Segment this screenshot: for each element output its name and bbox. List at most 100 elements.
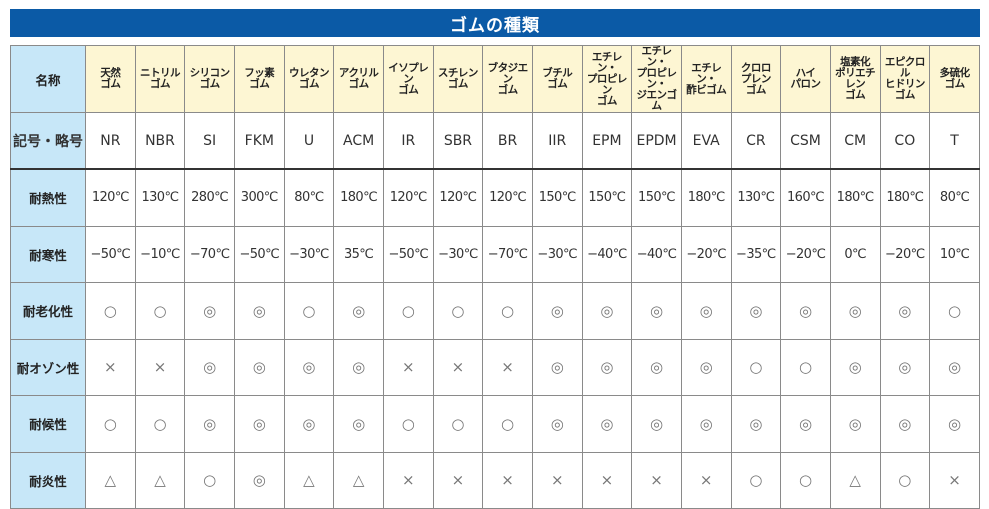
rubber-types-table: 名称 天然 ゴム ニトリル ゴム シリコン ゴム フッ素 ゴム ウレタン ゴム アクリル ゴ… xyxy=(10,45,980,509)
code-row: 記号・略号 NR NBR SI FKM U ACM IR SBR BR IIR EPM EPDM EVA C… xyxy=(10,112,980,170)
value-cell: ◎ xyxy=(879,395,931,453)
value-cell: ○ xyxy=(780,338,831,396)
value-cell: × xyxy=(432,451,484,509)
value-cell: ◎ xyxy=(333,338,384,396)
value-cell: 130℃ xyxy=(730,168,782,227)
value-cell: ○ xyxy=(482,395,533,453)
name-label: 名称 xyxy=(10,45,86,113)
value-cell: × xyxy=(680,451,732,509)
value-cell: 300℃ xyxy=(233,168,285,227)
value-cell: 180℃ xyxy=(680,168,732,227)
rubber-code-cell: NR xyxy=(85,112,136,170)
value-cell: 120℃ xyxy=(382,168,434,227)
value-cell: ◎ xyxy=(184,338,235,396)
value-cell: ◎ xyxy=(780,282,831,340)
rubber-code-cell: IR xyxy=(382,112,434,170)
value-cell: ◎ xyxy=(581,338,633,396)
value-cell: 80℃ xyxy=(929,168,980,227)
value-cell: 120℃ xyxy=(482,168,533,227)
value-cell: −70℃ xyxy=(482,225,533,283)
value-cell: ○ xyxy=(432,395,484,453)
value-cell: × xyxy=(631,451,682,509)
value-cell: ◎ xyxy=(233,451,285,509)
rubber-code-cell: BR xyxy=(482,112,533,170)
value-cell: ◎ xyxy=(333,282,384,340)
value-cell: ◎ xyxy=(730,282,782,340)
value-cell: × xyxy=(432,338,484,396)
value-cell: ◎ xyxy=(233,338,285,396)
value-cell: −20℃ xyxy=(780,225,831,283)
rubber-name-cell: クロロ プレン ゴム xyxy=(730,45,782,113)
rubber-code-cell: T xyxy=(929,112,980,170)
value-cell: ◎ xyxy=(929,395,980,453)
value-cell: 180℃ xyxy=(829,168,881,227)
row-label: 耐オゾン性 xyxy=(10,338,86,396)
value-cell: 120℃ xyxy=(432,168,484,227)
value-cell: ◎ xyxy=(531,338,583,396)
value-cell: ◎ xyxy=(531,282,583,340)
value-cell: 150℃ xyxy=(531,168,583,227)
row-label: 耐寒性 xyxy=(10,225,86,283)
rubber-name-cell: ブタジエン ゴム xyxy=(482,45,533,113)
value-cell: × xyxy=(929,451,980,509)
rubber-code-cell: EVA xyxy=(680,112,732,170)
table-row: 耐候性 ○ ○ ◎ ◎ ◎ ◎ ○ ○ ○ ◎ ◎ ◎ ◎ ◎ ◎ ◎ ◎ ◎ xyxy=(10,395,980,453)
rubber-code-cell: IIR xyxy=(531,112,583,170)
rubber-name-cell: 天然 ゴム xyxy=(85,45,136,113)
value-cell: ○ xyxy=(929,282,980,340)
value-cell: ○ xyxy=(432,282,484,340)
value-cell: ◎ xyxy=(184,395,235,453)
rubber-code-cell: CR xyxy=(730,112,782,170)
value-cell: ◎ xyxy=(233,395,285,453)
value-cell: ◎ xyxy=(631,338,682,396)
value-cell: × xyxy=(382,338,434,396)
value-cell: −20℃ xyxy=(680,225,732,283)
value-cell: ◎ xyxy=(233,282,285,340)
value-cell: △ xyxy=(283,451,335,509)
value-cell: ○ xyxy=(382,395,434,453)
rubber-code-cell: CM xyxy=(829,112,881,170)
value-cell: ◎ xyxy=(531,395,583,453)
table-row: 耐熱性 120℃ 130℃ 280℃ 300℃ 80℃ 180℃ 120℃ 120℃ 120℃ 15… xyxy=(10,168,980,227)
rubber-name-cell: フッ素 ゴム xyxy=(233,45,285,113)
row-label: 耐炎性 xyxy=(10,451,86,509)
value-cell: ○ xyxy=(730,451,782,509)
value-cell: 150℃ xyxy=(631,168,682,227)
value-cell: −30℃ xyxy=(531,225,583,283)
rubber-name-cell: ウレタン ゴム xyxy=(283,45,335,113)
rubber-name-cell: エチレン・ 酢ビゴム xyxy=(680,45,732,113)
value-cell: ○ xyxy=(730,338,782,396)
value-cell: △ xyxy=(134,451,186,509)
rubber-code-cell: U xyxy=(283,112,335,170)
value-cell: −20℃ xyxy=(879,225,931,283)
value-cell: −40℃ xyxy=(631,225,682,283)
value-cell: 35℃ xyxy=(333,225,384,283)
table-row: 耐寒性 −50℃ −10℃ −70℃ −50℃ −30℃ 35℃ −50℃ −30℃ −70℃ −3… xyxy=(10,225,980,283)
table-row: 耐オゾン性 × × ◎ ◎ ◎ ◎ × × × ◎ ◎ ◎ ◎ ○ ○ ◎ ◎ ◎ xyxy=(10,338,980,396)
value-cell: −10℃ xyxy=(134,225,186,283)
rubber-code-cell: EPM xyxy=(581,112,633,170)
rubber-code-cell: CSM xyxy=(780,112,831,170)
value-cell: ○ xyxy=(184,451,235,509)
row-label: 耐候性 xyxy=(10,395,86,453)
value-cell: ○ xyxy=(85,282,136,340)
value-cell: ◎ xyxy=(581,282,633,340)
value-cell: ◎ xyxy=(631,395,682,453)
value-cell: 150℃ xyxy=(581,168,633,227)
value-cell: × xyxy=(382,451,434,509)
rubber-name-cell: スチレン ゴム xyxy=(432,45,484,113)
value-cell: ◎ xyxy=(879,282,931,340)
rubber-code-cell: FKM xyxy=(233,112,285,170)
rubber-code-cell: EPDM xyxy=(631,112,682,170)
value-cell: × xyxy=(531,451,583,509)
table-row: 耐老化性 ○ ○ ◎ ◎ ○ ◎ ○ ○ ○ ◎ ◎ ◎ ◎ ◎ ◎ ◎ ◎ ○ xyxy=(10,282,980,340)
rubber-code-cell: ACM xyxy=(333,112,384,170)
value-cell: −30℃ xyxy=(283,225,335,283)
value-cell: △ xyxy=(829,451,881,509)
value-cell: −50℃ xyxy=(85,225,136,283)
rubber-name-cell: エチレン・ プロピレン ゴム xyxy=(581,45,633,113)
value-cell: 180℃ xyxy=(333,168,384,227)
value-cell: −50℃ xyxy=(382,225,434,283)
rubber-name-cell: ブチル ゴム xyxy=(531,45,583,113)
value-cell: ○ xyxy=(780,451,831,509)
